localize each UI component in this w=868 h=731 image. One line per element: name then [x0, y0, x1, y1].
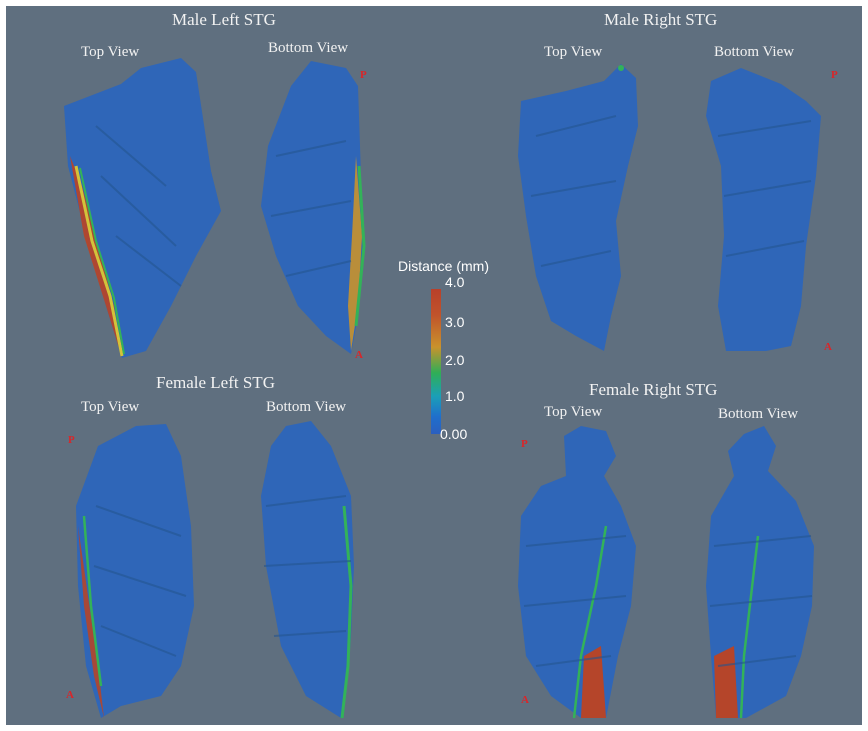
male-left-marker-p: P — [360, 69, 367, 81]
male-right-bottom-surface — [706, 68, 821, 351]
female-right-bottom-view-label: Bottom View — [718, 406, 799, 422]
female-left-marker-a: A — [66, 689, 74, 701]
female-left-marker-p: P — [68, 434, 75, 446]
male-left-top-surface — [64, 58, 221, 358]
female-right-marker-p: P — [521, 438, 528, 450]
male-left-top-view-label: Top View — [81, 44, 140, 60]
colorbar-tick-0: 0.00 — [440, 426, 468, 442]
male-right-top-surface — [518, 64, 638, 351]
female-left-bottom-view-label: Bottom View — [266, 399, 347, 415]
female-left-top-view-label: Top View — [81, 399, 140, 415]
female-right-top-surface — [518, 426, 636, 719]
male-right-marker-p: P — [831, 69, 838, 81]
male-right-title: Male Right STG — [604, 10, 718, 29]
male-right-top-view-label: Top View — [544, 44, 603, 60]
female-right-bottom-surface — [706, 426, 814, 719]
male-right-bottom-view-label: Bottom View — [714, 44, 795, 60]
female-left-top-surface — [76, 424, 194, 718]
colorbar-tick-3: 3.0 — [445, 314, 465, 330]
female-right-title: Female Right STG — [589, 380, 718, 399]
female-right-top-view-label: Top View — [544, 404, 603, 420]
male-left-bottom-surface — [261, 61, 366, 354]
colorbar-gradient — [431, 289, 441, 434]
colorbar-tick-4: 4.0 — [445, 274, 465, 290]
colorbar-tick-2: 2.0 — [445, 352, 465, 368]
colorbar-title: Distance (mm) — [398, 258, 490, 274]
male-left-bottom-view-label: Bottom View — [268, 40, 349, 56]
female-right-marker-a: A — [521, 694, 529, 706]
male-left-title: Male Left STG — [172, 10, 276, 29]
figure-canvas: Male Left STG Top View Bottom View P A M… — [6, 6, 862, 725]
male-right-marker-a: A — [824, 341, 832, 353]
female-left-title: Female Left STG — [156, 373, 275, 392]
female-left-bottom-surface — [261, 421, 354, 719]
colorbar-tick-1: 1.0 — [445, 388, 465, 404]
male-left-marker-a: A — [355, 349, 363, 361]
